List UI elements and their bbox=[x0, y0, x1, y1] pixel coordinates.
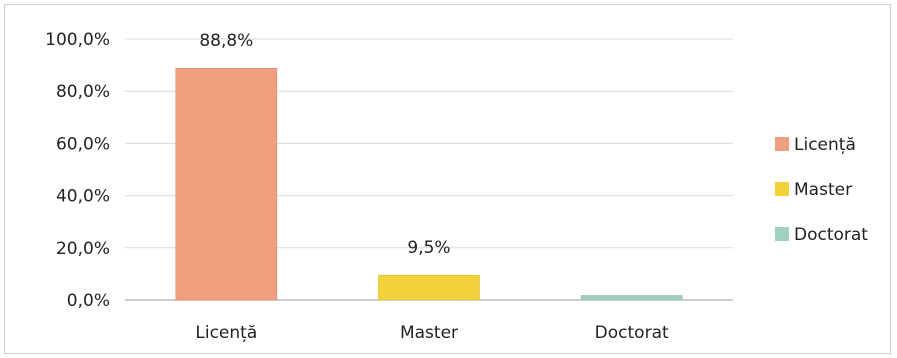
category-label-0: Licență bbox=[195, 323, 257, 343]
bar-1 bbox=[379, 275, 480, 300]
y-tick-label: 100,0% bbox=[45, 30, 110, 50]
legend: Licență Master Doctorat bbox=[775, 135, 868, 245]
y-tick-label: 20,0% bbox=[56, 239, 110, 259]
bar-2 bbox=[581, 296, 682, 300]
bar-0 bbox=[176, 68, 277, 300]
category-label-1: Master bbox=[400, 323, 458, 343]
category-label-2: Doctorat bbox=[595, 323, 669, 343]
y-axis-ticks: 0,0% 20,0% 40,0% 60,0% 80,0% 100,0% bbox=[45, 30, 110, 311]
legend-label-2: Doctorat bbox=[794, 225, 868, 245]
y-tick-label: 40,0% bbox=[56, 187, 110, 207]
y-tick-label: 80,0% bbox=[56, 82, 110, 102]
category-labels: Licență Master Doctorat bbox=[195, 323, 669, 343]
data-label-0: 88,8% bbox=[199, 31, 253, 51]
legend-swatch-2 bbox=[775, 227, 789, 241]
y-tick-label: 60,0% bbox=[56, 134, 110, 154]
data-label-1: 9,5% bbox=[407, 238, 450, 258]
legend-label-0: Licență bbox=[794, 135, 856, 155]
legend-label-1: Master bbox=[794, 180, 852, 200]
bars bbox=[176, 68, 682, 300]
legend-swatch-0 bbox=[775, 137, 789, 151]
y-tick-label: 0,0% bbox=[67, 291, 110, 311]
legend-swatch-1 bbox=[775, 182, 789, 196]
